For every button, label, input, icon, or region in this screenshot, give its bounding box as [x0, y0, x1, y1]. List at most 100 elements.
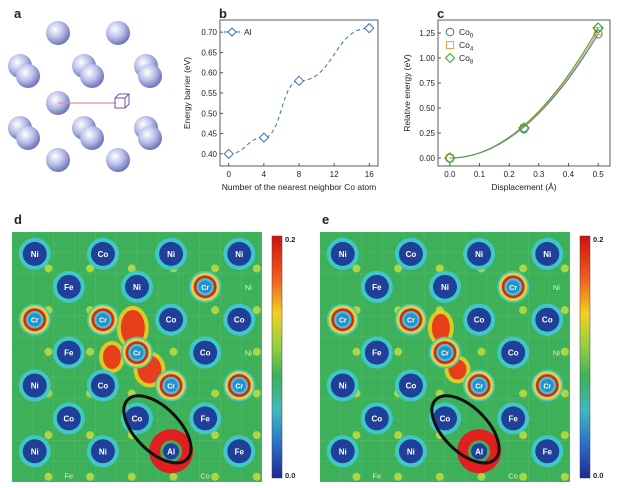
x-tick-label: 8	[297, 170, 302, 179]
atom-core	[433, 406, 457, 431]
atom-ring	[228, 374, 251, 397]
atom-ball	[46, 21, 70, 45]
atom-core	[501, 340, 526, 365]
interstitial-spot	[127, 264, 136, 273]
atom-ring	[328, 305, 357, 334]
x-tick-label: 16	[365, 170, 374, 179]
atom-core	[125, 274, 149, 299]
atom-label-co: Co	[234, 316, 245, 325]
interstitial-spot	[560, 472, 569, 481]
y-tick-label: 0.40	[201, 150, 217, 159]
interstitial-spot	[86, 431, 95, 440]
interstitial-spot	[519, 389, 528, 398]
interstitial-spot	[519, 431, 528, 440]
atom-core	[398, 373, 423, 398]
legend-label-main: Co	[459, 53, 470, 63]
y-tick-label: 1.25	[419, 29, 435, 38]
atom-core	[22, 439, 47, 464]
x-tick-label: 0.0	[444, 170, 456, 179]
atom-label-ni: Ni	[339, 447, 347, 456]
interstitial-spot	[211, 306, 220, 315]
atom-label-ni: Ni	[31, 250, 39, 259]
x-tick-label: 0	[227, 170, 232, 179]
atom-label-fe: Fe	[372, 283, 382, 292]
atom-ring	[225, 371, 254, 400]
panel-label-a: a	[14, 6, 22, 21]
atom-core	[330, 241, 355, 266]
atom-ring	[88, 305, 118, 334]
atom-label-ni: Ni	[543, 250, 551, 259]
y-axis-label: Energy barrier (eV)	[182, 57, 192, 129]
colorbar-min-label: 0.0	[285, 471, 295, 480]
plot-frame	[437, 19, 611, 167]
y-tick-label: 0.50	[201, 109, 217, 118]
x-tick-label: 12	[330, 170, 339, 179]
atom-core	[506, 280, 520, 294]
interstitial-spot	[435, 264, 444, 273]
atom-core	[22, 241, 47, 266]
atom-label-co: Co	[98, 250, 109, 259]
atom-core	[364, 406, 389, 431]
atom-label-faint: Ni	[245, 349, 252, 358]
interstitial-spot	[252, 431, 261, 440]
atom-label-faint: Fe	[64, 471, 73, 480]
y-tick-label: 0.60	[201, 69, 217, 78]
fit-curve	[449, 33, 599, 159]
atom-ball	[138, 126, 162, 150]
atom-label-al: Al	[475, 447, 483, 456]
atom-core	[501, 406, 526, 431]
atom-core	[193, 406, 218, 431]
charge-density-map-d: Ni Co Ni Ni Fe Ni Cr Ni Cr Cr Co Co Fe Cr Co Ni Ni Co Cr Cr…	[12, 232, 295, 482]
vacancy-cube	[114, 93, 131, 109]
interstitial-spot	[169, 472, 178, 481]
atom-core	[56, 340, 81, 365]
interstitial-spot	[252, 347, 261, 356]
atom-label-co: Co	[542, 316, 553, 325]
atom-label-ni: Ni	[475, 250, 483, 259]
atom-core	[398, 241, 423, 266]
atom-label-cr: Cr	[167, 384, 175, 391]
chart-energy-barrier: 0 4 8 12 16 0.40 0.45 0.50 0.55 0.60 0.65 0.70 Numbe…	[182, 19, 379, 192]
atom-ring	[396, 305, 426, 334]
atom-label-co: Co	[508, 349, 519, 358]
atom-label-ni: Ni	[235, 250, 243, 259]
atom-core	[471, 443, 488, 460]
interstitial-spot	[352, 264, 361, 273]
atom-label-co: Co	[166, 316, 177, 325]
y-tick-label: 0.55	[201, 89, 217, 98]
atom-ring	[122, 338, 152, 367]
legend-label-al: Al	[244, 27, 252, 37]
x-tick-label: 0.4	[563, 170, 575, 179]
atom-label-faint: Co	[200, 471, 210, 480]
legend-label: Co0	[459, 27, 474, 40]
interstitial-spot	[352, 431, 361, 440]
interstitial-spot	[560, 347, 569, 356]
interstitial-spot	[252, 264, 261, 273]
atom-core	[227, 241, 252, 266]
atom-core	[96, 313, 110, 327]
plot-frame	[219, 19, 379, 167]
colorbar-max-label: 0.2	[285, 235, 295, 244]
atom-label-cr: Cr	[133, 351, 141, 358]
atom-label-cr: Cr	[201, 285, 209, 292]
interstitial-spot	[252, 306, 261, 315]
atom-core	[467, 241, 492, 266]
atom-core	[56, 274, 81, 299]
interstitial-spot	[477, 472, 486, 481]
interstitial-spot	[352, 472, 361, 481]
atom-core	[198, 280, 212, 294]
data-point-al	[223, 148, 234, 160]
y-tick-label: 0.45	[201, 130, 217, 139]
y-axis-label: Relative energy (eV)	[402, 54, 412, 132]
atom-ball	[106, 148, 130, 172]
atom-core	[56, 406, 81, 431]
x-axis-label: Displacement (Å)	[491, 182, 556, 192]
interstitial-spot	[394, 431, 403, 440]
atom-label-fe: Fe	[64, 283, 74, 292]
interstitial-spot	[560, 389, 569, 398]
data-point-co4	[594, 27, 603, 35]
atom-ring	[498, 272, 528, 302]
atom-core	[330, 373, 355, 398]
interstitial-spot	[44, 472, 53, 481]
series-line-al	[228, 27, 370, 155]
